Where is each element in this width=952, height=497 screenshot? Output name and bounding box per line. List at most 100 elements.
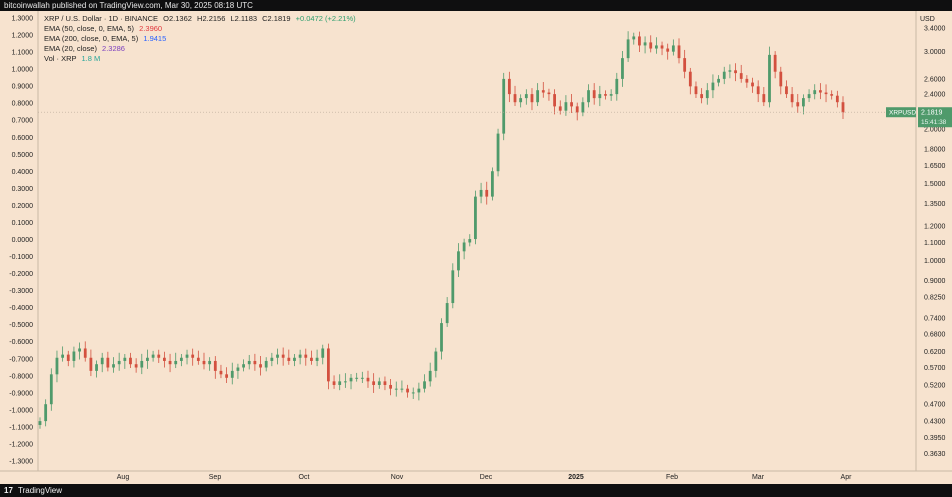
ema50-value: 2.3960 <box>139 24 163 33</box>
legend-vol-row[interactable]: Vol · XRP 1.8 M <box>44 54 356 64</box>
left-axis-tick-label: -0.1000 <box>9 254 33 261</box>
candle-body <box>230 370 234 378</box>
left-axis-tick-label: 1.3000 <box>12 16 34 23</box>
x-axis-label: Aug <box>117 474 130 481</box>
candle-body <box>213 360 217 371</box>
candle-body <box>835 95 839 103</box>
candle-body <box>49 374 53 405</box>
candle-body <box>553 94 556 107</box>
candle-body <box>649 42 653 49</box>
candle-body <box>790 94 794 103</box>
candle-body <box>451 270 455 304</box>
right-axis-tick-label: 0.4700 <box>924 402 946 409</box>
candle-body <box>100 357 104 365</box>
candle-body <box>400 388 404 390</box>
candle-body <box>604 94 607 96</box>
candle-body <box>762 94 766 103</box>
candle-body <box>677 45 681 59</box>
right-axis-tick-label: 1.2000 <box>924 223 946 230</box>
right-axis-tick-label: 2.4000 <box>924 92 946 99</box>
candle-body <box>824 92 828 95</box>
candle-body <box>592 90 596 99</box>
candle-body <box>168 360 172 365</box>
candle-body <box>377 381 381 385</box>
candle-body <box>406 388 409 393</box>
candle-body <box>72 351 76 361</box>
x-axis-label: Nov <box>391 474 404 481</box>
plot-background <box>0 11 952 484</box>
ema20-label: EMA (20, close) <box>44 44 97 53</box>
left-axis-tick-label: -0.4000 <box>9 305 33 312</box>
candle-body <box>95 364 98 371</box>
x-axis-label: Feb <box>666 474 678 481</box>
legend-close: C2.1819 <box>262 14 291 23</box>
candle-body <box>61 354 65 358</box>
left-axis-tick-label: 1.0000 <box>12 67 34 74</box>
candle-body <box>485 189 489 197</box>
candle-body <box>598 94 602 99</box>
candle-body <box>106 357 110 368</box>
candle-body <box>643 42 647 46</box>
candle-body <box>304 354 308 358</box>
candle-body <box>587 90 590 103</box>
left-axis-tick-label: -0.9000 <box>9 390 33 397</box>
candle-body <box>570 102 573 107</box>
candle-body <box>242 364 245 368</box>
candle-body <box>779 71 783 87</box>
candle-body <box>745 78 749 83</box>
left-axis-tick-label: 1.1000 <box>12 50 34 57</box>
right-axis-tick-label: 1.8000 <box>924 146 946 153</box>
candle-body <box>621 58 624 79</box>
legend-ema50-row[interactable]: EMA (50, close, 0, EMA, 5) 2.3960 <box>44 24 356 34</box>
right-axis: USD3.40003.00002.60002.40002.20002.00001… <box>920 16 946 458</box>
legend-open: O2.1362 <box>163 14 192 23</box>
left-axis-tick-label: 0.4000 <box>12 169 34 176</box>
candle-body <box>185 354 189 358</box>
candles <box>38 31 845 429</box>
x-axis: Aug Sep Oct Nov Dec 2025 Feb Mar Apr <box>0 11 952 481</box>
candle-body <box>654 45 658 49</box>
left-axis-tick-label: 0.7000 <box>12 118 34 125</box>
candle-body <box>711 82 715 91</box>
candle-body <box>734 70 737 74</box>
chart-legend: XRP / U.S. Dollar · 1D · BINANCE O2.1362… <box>44 14 356 64</box>
candle-body <box>383 381 387 385</box>
candle-body <box>394 388 398 390</box>
candle-body <box>474 196 477 240</box>
symbol-badge-text: XRPUSD <box>889 110 916 117</box>
candle-body <box>490 171 494 197</box>
candle-body <box>558 106 562 111</box>
candle-body <box>372 381 376 385</box>
right-axis-tick-label: 1.5000 <box>924 181 946 188</box>
left-axis-tick-label: 0.8000 <box>12 101 34 108</box>
candle-body <box>44 404 48 422</box>
candle-body <box>191 354 195 358</box>
right-axis-tick-label: 0.9000 <box>924 278 946 285</box>
legend-ema200-row[interactable]: EMA (200, close, 0, EMA, 5) 1.9415 <box>44 34 356 44</box>
candle-body <box>157 354 161 358</box>
right-axis-unit: USD <box>920 16 935 23</box>
left-axis: 1.3000 1.2000 1.1000 1.0000 0.9000 0.8000 0.70… <box>9 16 33 466</box>
candle-body <box>671 45 675 52</box>
candle-body <box>796 102 800 107</box>
candle-body <box>807 94 811 99</box>
candle-body <box>524 94 528 99</box>
legend-symbol: XRP / U.S. Dollar · 1D · BINANCE <box>44 14 159 23</box>
x-axis-label: Dec <box>480 474 493 481</box>
ema200-value: 1.9415 <box>143 34 167 43</box>
right-axis-tick-label: 0.3630 <box>924 451 946 458</box>
candle-body <box>609 94 613 96</box>
candle-body <box>38 421 42 425</box>
candle-body <box>179 357 183 361</box>
candle-body <box>541 90 545 93</box>
candle-body <box>270 357 274 361</box>
right-axis-tick-label: 0.5700 <box>924 365 946 372</box>
right-axis-tick-label: 2.0000 <box>924 126 946 133</box>
price-chart[interactable]: 1.3000 1.2000 1.1000 1.0000 0.9000 0.8000 0.70… <box>0 11 952 484</box>
candle-body <box>462 242 466 252</box>
candle-body <box>536 90 540 103</box>
legend-ema20-row[interactable]: EMA (20, close) 2.3286 <box>44 44 356 54</box>
legend-change: +0.0472 (+2.21%) <box>295 14 356 23</box>
candle-body <box>530 94 534 103</box>
left-axis-tick-label: -0.8000 <box>9 373 33 380</box>
